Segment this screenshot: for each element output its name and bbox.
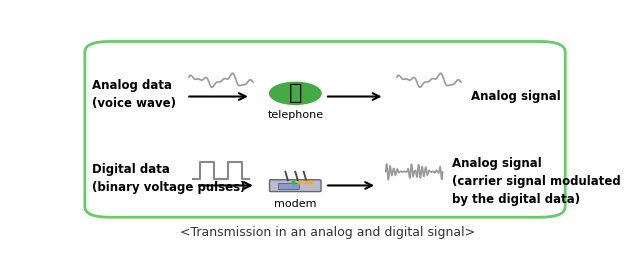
FancyBboxPatch shape bbox=[85, 42, 566, 217]
Text: Digital data
(binary voltage pulses): Digital data (binary voltage pulses) bbox=[92, 163, 246, 194]
Text: Analog signal: Analog signal bbox=[471, 90, 561, 103]
FancyBboxPatch shape bbox=[279, 183, 299, 190]
Text: 📞: 📞 bbox=[289, 83, 302, 103]
Circle shape bbox=[270, 82, 321, 104]
Text: telephone: telephone bbox=[267, 110, 323, 120]
Text: <Transmission in an analog and digital signal>: <Transmission in an analog and digital s… bbox=[180, 226, 475, 238]
Text: Analog data
(voice wave): Analog data (voice wave) bbox=[92, 79, 176, 110]
Text: Analog signal
(carrier signal modulated
by the digital data): Analog signal (carrier signal modulated … bbox=[452, 157, 621, 206]
Text: modem: modem bbox=[274, 199, 316, 209]
FancyBboxPatch shape bbox=[270, 180, 321, 192]
